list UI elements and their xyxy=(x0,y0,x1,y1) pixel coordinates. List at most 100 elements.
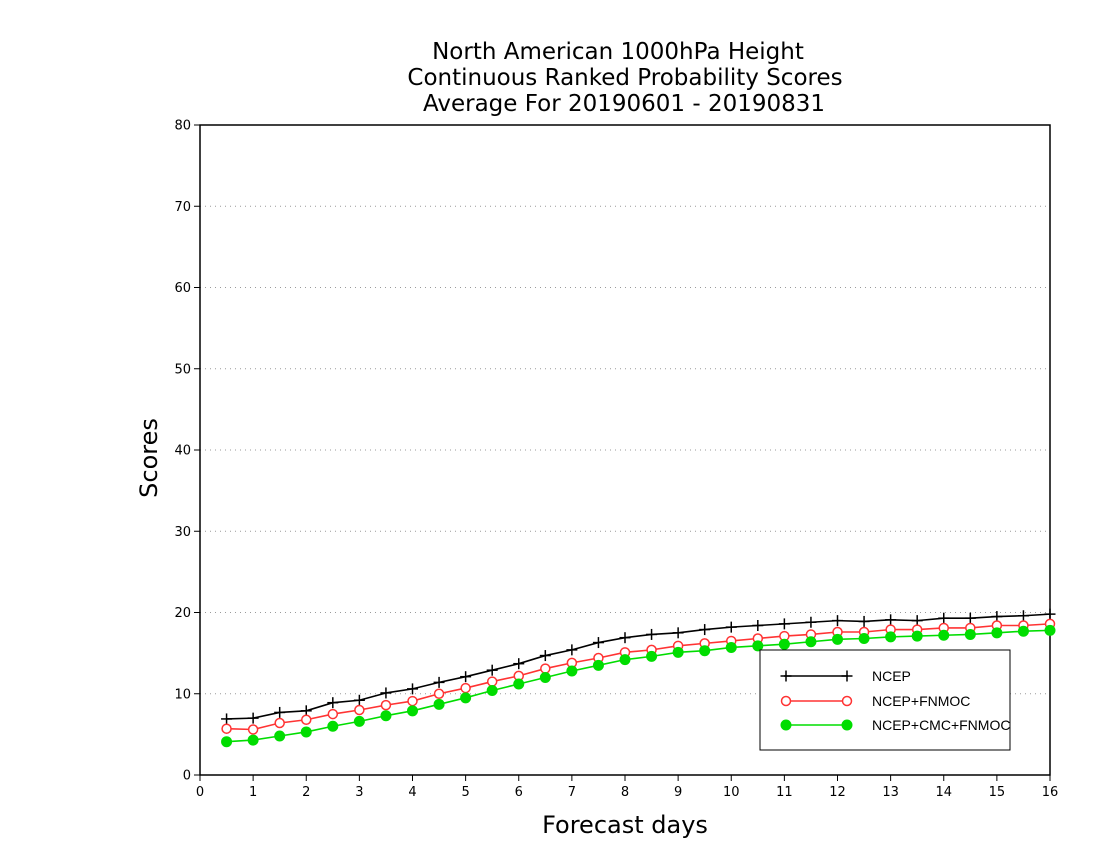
x-axis-ticks: 0 1 2 3 4 5 6 7 8 9 10 11 12 13 14 15 16 xyxy=(196,775,1058,800)
data-point xyxy=(911,615,923,627)
data-point xyxy=(407,683,418,695)
data-point xyxy=(964,628,976,640)
data-point xyxy=(885,631,897,643)
x-tick-label: 11 xyxy=(776,785,793,800)
data-point xyxy=(672,627,684,639)
data-point xyxy=(885,614,897,626)
x-tick-label: 4 xyxy=(408,785,416,800)
data-point xyxy=(460,682,471,694)
chart-title-line-1: North American 1000hPa Height xyxy=(432,39,804,65)
legend-label: NCEP xyxy=(872,668,911,684)
data-point xyxy=(513,658,525,670)
data-point xyxy=(327,720,339,732)
x-tick-label: 0 xyxy=(196,785,204,800)
data-point xyxy=(566,665,578,677)
data-point xyxy=(247,712,259,724)
data-point xyxy=(354,704,365,716)
data-point xyxy=(221,723,232,734)
x-tick-label: 7 xyxy=(568,785,576,800)
data-point xyxy=(274,717,285,729)
legend-marker-end xyxy=(841,670,853,682)
data-point xyxy=(433,676,445,688)
data-point xyxy=(247,734,259,746)
data-point xyxy=(300,705,312,717)
y-tick-label: 10 xyxy=(174,687,191,702)
data-point xyxy=(460,671,472,683)
x-tick-label: 10 xyxy=(723,785,740,800)
series-2 xyxy=(221,624,1056,748)
y-tick-label: 80 xyxy=(174,119,191,134)
data-point xyxy=(752,620,764,631)
legend-box xyxy=(759,649,1011,751)
data-point xyxy=(1044,608,1056,620)
legend-label: NCEP+FNMOC xyxy=(872,693,970,709)
data-point xyxy=(672,646,684,658)
data-point xyxy=(221,713,233,725)
y-tick-label: 70 xyxy=(174,200,191,215)
data-point xyxy=(778,618,790,630)
data-point xyxy=(433,698,445,710)
data-series xyxy=(221,608,1056,748)
data-point xyxy=(300,726,312,738)
data-point xyxy=(274,706,286,718)
data-point xyxy=(619,654,631,666)
data-point xyxy=(380,687,392,699)
x-tick-label: 3 xyxy=(355,785,363,800)
legend-item: NCEP+FNMOC xyxy=(780,693,970,709)
x-tick-label: 12 xyxy=(829,785,846,800)
x-tick-label: 6 xyxy=(515,785,523,800)
x-tick-label: 1 xyxy=(249,785,257,800)
x-tick-label: 9 xyxy=(674,785,682,800)
data-point xyxy=(353,694,365,706)
data-point xyxy=(938,612,950,624)
data-point xyxy=(540,663,551,674)
data-point xyxy=(699,645,711,657)
data-point xyxy=(725,641,737,653)
data-point xyxy=(433,688,445,699)
data-point xyxy=(327,697,339,709)
data-point xyxy=(1017,625,1029,637)
data-point xyxy=(805,616,817,628)
data-point xyxy=(221,736,233,748)
legend: NCEP NCEP+FNMOC NCEP+CMC+FNMOC xyxy=(759,649,1011,751)
data-point xyxy=(832,633,843,645)
x-tick-label: 13 xyxy=(882,785,899,800)
legend-marker-end xyxy=(841,695,853,707)
data-point xyxy=(380,710,392,722)
data-point xyxy=(353,715,365,727)
series-1 xyxy=(221,618,1056,735)
y-tick-label: 50 xyxy=(174,362,191,377)
data-point xyxy=(964,612,976,624)
x-tick-label: 15 xyxy=(989,785,1006,800)
data-point xyxy=(486,664,498,676)
data-point xyxy=(513,678,525,690)
data-point xyxy=(991,627,1003,639)
legend-marker-start xyxy=(780,719,792,731)
data-point xyxy=(247,724,259,735)
data-point xyxy=(858,615,870,627)
gridlines xyxy=(200,205,1050,695)
y-tick-label: 60 xyxy=(174,281,191,296)
data-point xyxy=(752,640,764,652)
data-point xyxy=(539,672,551,683)
data-point xyxy=(832,615,843,627)
data-point xyxy=(858,633,870,644)
data-point xyxy=(486,685,498,696)
data-point xyxy=(938,629,950,641)
y-tick-label: 40 xyxy=(174,444,191,459)
legend-marker-end xyxy=(841,719,853,731)
chart-title-line-3: Average For 20190601 - 20190831 xyxy=(423,91,825,117)
data-point xyxy=(539,650,551,662)
data-point xyxy=(805,636,817,648)
data-point xyxy=(486,676,498,687)
y-tick-label: 30 xyxy=(174,525,191,540)
data-point xyxy=(911,630,923,642)
data-point xyxy=(646,628,658,640)
data-point xyxy=(1017,610,1029,622)
y-axis-title: Scores xyxy=(135,418,163,498)
chart-title: North American 1000hPa Height Continuous… xyxy=(407,39,842,117)
x-tick-label: 14 xyxy=(935,785,952,800)
x-tick-label: 16 xyxy=(1042,785,1059,800)
data-point xyxy=(274,730,286,742)
